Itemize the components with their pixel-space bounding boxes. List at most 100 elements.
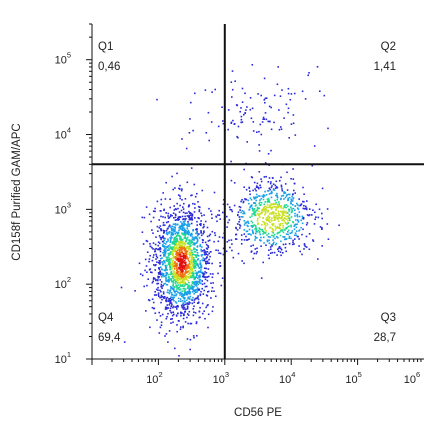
- event-dot: [157, 294, 160, 296]
- event-dot: [149, 245, 152, 248]
- event-dot: [245, 198, 248, 201]
- event-dot: [170, 322, 172, 324]
- event-dot: [184, 303, 187, 306]
- event-dot: [158, 260, 160, 262]
- event-dot: [156, 261, 158, 263]
- event-dot: [163, 254, 166, 257]
- event-dot: [263, 232, 266, 234]
- event-dot: [268, 206, 271, 208]
- event-dot: [185, 277, 187, 280]
- event-dot: [166, 246, 169, 249]
- event-dot: [177, 280, 179, 282]
- event-dot: [231, 70, 234, 72]
- event-dot: [170, 292, 173, 294]
- event-dot: [169, 240, 172, 242]
- event-dot: [298, 230, 300, 232]
- event-dot: [277, 226, 279, 229]
- event-dot: [276, 194, 278, 197]
- event-dot: [264, 101, 266, 104]
- event-dot: [165, 241, 168, 243]
- event-dot: [157, 272, 160, 274]
- event-dot: [172, 242, 174, 245]
- event-dot: [183, 278, 186, 280]
- event-dot: [181, 258, 183, 261]
- event-dot: [187, 231, 189, 234]
- event-dot: [162, 235, 164, 237]
- event-dot: [248, 238, 250, 240]
- event-dot: [265, 118, 268, 121]
- event-dot: [179, 300, 182, 303]
- event-dot: [161, 287, 163, 289]
- event-dot: [163, 283, 165, 285]
- event-dot: [200, 249, 202, 251]
- event-dot: [249, 97, 252, 99]
- event-dot: [176, 277, 179, 280]
- event-dot: [264, 222, 266, 225]
- event-dot: [184, 321, 187, 323]
- event-dot: [257, 93, 259, 95]
- event-dot: [216, 220, 218, 223]
- event-dot: [181, 244, 183, 247]
- event-dot: [239, 110, 241, 113]
- event-dot: [321, 187, 324, 190]
- event-dot: [198, 288, 200, 291]
- event-dot: [270, 149, 272, 152]
- event-dot: [175, 280, 177, 283]
- event-dot: [290, 202, 292, 205]
- event-dot: [172, 279, 175, 282]
- event-dot: [222, 211, 224, 214]
- event-dot: [179, 328, 182, 330]
- event-dot: [169, 261, 171, 264]
- event-dot: [193, 311, 195, 313]
- event-dot: [190, 194, 192, 197]
- event-dot: [183, 306, 186, 309]
- event-dot: [262, 194, 265, 196]
- event-dot: [188, 249, 190, 251]
- event-dot: [186, 306, 189, 308]
- event-dot: [272, 234, 275, 237]
- event-dot: [237, 213, 239, 216]
- event-dot: [244, 222, 246, 225]
- event-dot: [302, 218, 305, 220]
- event-dot: [176, 288, 178, 290]
- event-dot: [186, 291, 189, 293]
- event-dot: [280, 210, 282, 213]
- event-dot: [189, 252, 192, 255]
- event-dot: [194, 290, 196, 293]
- event-dot: [239, 209, 241, 211]
- event-dot: [276, 196, 279, 199]
- event-dot: [138, 262, 141, 265]
- event-dot: [210, 121, 213, 123]
- event-dot: [251, 213, 254, 215]
- event-dot: [255, 189, 257, 192]
- event-dot: [189, 338, 192, 341]
- event-dot: [158, 267, 160, 269]
- event-dot: [211, 262, 213, 265]
- event-dot: [175, 231, 178, 234]
- event-dot: [243, 113, 245, 116]
- event-dot: [300, 219, 302, 222]
- event-dot: [232, 256, 235, 259]
- event-dot: [184, 310, 187, 313]
- event-dot: [199, 276, 201, 278]
- event-dot: [179, 298, 182, 300]
- event-dot: [269, 188, 271, 191]
- event-dot: [274, 216, 277, 218]
- event-dot: [321, 228, 323, 230]
- event-dot: [288, 210, 290, 212]
- event-dot: [296, 207, 299, 209]
- event-dot: [183, 242, 185, 245]
- event-dot: [195, 297, 197, 300]
- event-dot: [272, 223, 275, 225]
- event-dot: [184, 215, 186, 218]
- event-dot: [268, 220, 270, 222]
- event-dot: [202, 293, 205, 295]
- event-dot: [180, 255, 182, 258]
- event-dot: [255, 229, 258, 231]
- event-dot: [249, 108, 252, 111]
- event-dot: [177, 223, 179, 226]
- event-dot: [186, 181, 189, 184]
- event-dot: [193, 278, 195, 281]
- event-dot: [187, 230, 189, 233]
- event-dot: [188, 218, 191, 221]
